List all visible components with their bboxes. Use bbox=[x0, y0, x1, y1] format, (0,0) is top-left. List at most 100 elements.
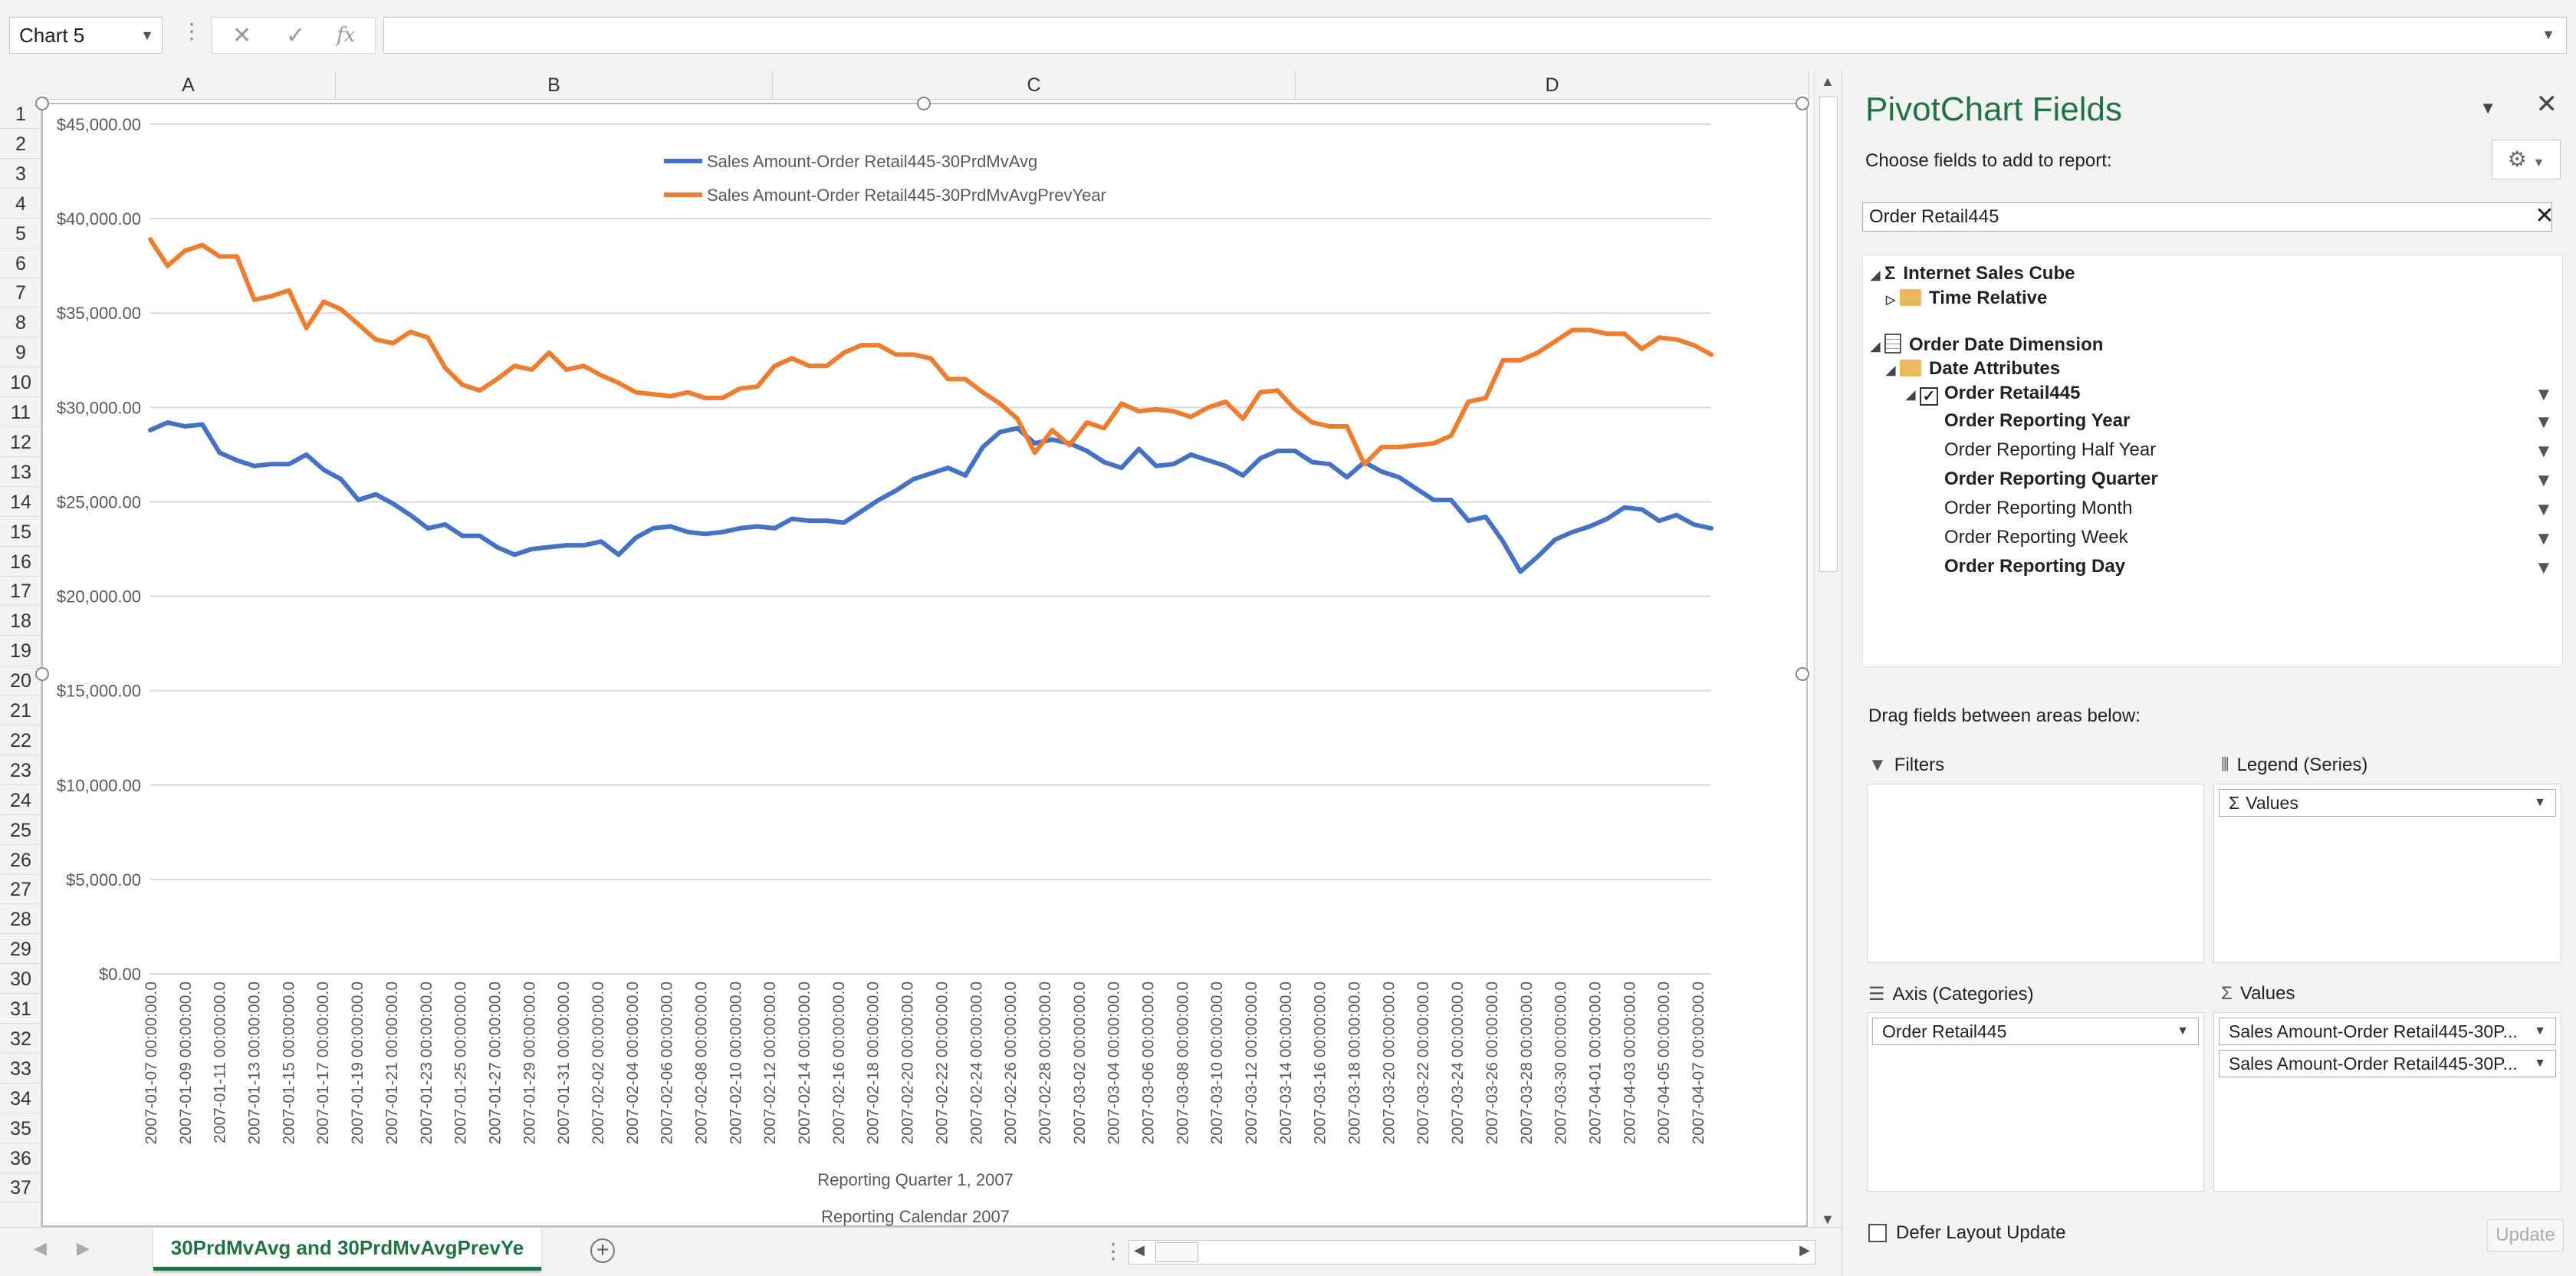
resize-handle-top[interactable] bbox=[917, 97, 931, 110]
pivot-chart[interactable]: $45,000.00 $40,000.00 $35,000.00 $30,000.00… bbox=[35, 97, 1809, 1227]
scroll-right-icon[interactable]: ▶ bbox=[1799, 1242, 1810, 1258]
row-header[interactable]: 10 bbox=[0, 368, 41, 398]
add-sheet-icon[interactable]: + bbox=[590, 1238, 615, 1263]
next-sheet-icon[interactable]: ▶ bbox=[77, 1238, 90, 1258]
row-header[interactable]: 4 bbox=[0, 189, 41, 219]
row-header[interactable]: 20 bbox=[0, 666, 41, 696]
row-header[interactable]: 28 bbox=[0, 905, 41, 935]
row-header[interactable]: 37 bbox=[0, 1173, 41, 1203]
tree-node-date-attributes[interactable]: ◢ Date Attributes bbox=[1886, 358, 2061, 379]
vertical-scrollbar[interactable]: ▲ ▼ bbox=[1814, 71, 1842, 1232]
row-header[interactable]: 31 bbox=[0, 995, 41, 1024]
name-box[interactable]: Chart 5 ▼ bbox=[9, 17, 163, 54]
chevron-down-icon[interactable]: ▼ bbox=[2534, 1024, 2546, 1038]
legend-area[interactable]: Σ Values ▼ bbox=[2213, 784, 2561, 963]
row-header[interactable]: 16 bbox=[0, 548, 41, 577]
hscroll-thumb[interactable] bbox=[1155, 1242, 1198, 1262]
row-header[interactable]: 25 bbox=[0, 816, 41, 845]
row-header[interactable]: 19 bbox=[0, 636, 41, 666]
collapse-icon[interactable]: ◢ bbox=[1906, 389, 1916, 402]
insert-function-icon[interactable]: fx bbox=[337, 24, 356, 47]
split-handle-icon[interactable]: ⋮ bbox=[1102, 1239, 1124, 1263]
row-header[interactable]: 35 bbox=[0, 1114, 41, 1143]
chevron-down-icon[interactable]: ▼ bbox=[2534, 796, 2546, 809]
update-button[interactable]: Update bbox=[2487, 1219, 2564, 1251]
row-header[interactable]: 1 bbox=[0, 100, 41, 129]
tree-node-time-relative[interactable]: ▷ Time Relative bbox=[1886, 288, 2048, 308]
row-header[interactable]: 23 bbox=[0, 756, 41, 785]
formula-input[interactable]: ▼ bbox=[383, 17, 2567, 54]
scroll-thumb[interactable] bbox=[1819, 97, 1838, 572]
row-header[interactable]: 8 bbox=[0, 308, 41, 338]
row-header[interactable]: 24 bbox=[0, 786, 41, 815]
resize-handle-top-right[interactable] bbox=[1796, 97, 1809, 110]
filter-icon[interactable]: ▼ bbox=[2535, 557, 2553, 578]
row-header[interactable]: 30 bbox=[0, 965, 41, 995]
collapse-icon[interactable]: ◢ bbox=[1886, 364, 1896, 377]
tree-node-order-date-dimension[interactable]: ◢ Order Date Dimension bbox=[1871, 334, 2104, 355]
tree-node-cube[interactable]: ◢ Σ Internet Sales Cube bbox=[1871, 263, 2075, 284]
row-header[interactable]: 9 bbox=[0, 338, 41, 368]
row-header[interactable]: 33 bbox=[0, 1054, 41, 1084]
row-header[interactable]: 29 bbox=[0, 935, 41, 965]
row-header[interactable]: 27 bbox=[0, 875, 41, 905]
column-header-a[interactable]: A bbox=[41, 71, 336, 100]
row-header[interactable]: 22 bbox=[0, 726, 41, 755]
scroll-down-icon[interactable]: ▼ bbox=[1821, 1212, 1835, 1227]
defer-layout-update[interactable]: Defer Layout Update bbox=[1868, 1222, 2065, 1244]
field-order-reporting-month[interactable]: Order Reporting Month bbox=[1944, 498, 2133, 518]
prev-sheet-icon[interactable]: ◀ bbox=[34, 1238, 47, 1258]
close-icon[interactable]: ✕ bbox=[2535, 90, 2558, 119]
horizontal-scrollbar[interactable]: ◀ ▶ bbox=[1129, 1240, 1815, 1264]
values-pill-2[interactable]: Sales Amount-Order Retail445-30P... ▼ bbox=[2219, 1050, 2556, 1077]
values-pill-1[interactable]: Sales Amount-Order Retail445-30P... ▼ bbox=[2219, 1018, 2556, 1045]
row-header[interactable]: 15 bbox=[0, 518, 41, 547]
sheet-tab-active[interactable]: 30PrdMvAvg and 30PrdMvAvgPrevYe bbox=[153, 1228, 541, 1271]
row-header[interactable]: 7 bbox=[0, 278, 41, 308]
filter-icon[interactable]: ▼ bbox=[2535, 384, 2553, 405]
row-header[interactable]: 34 bbox=[0, 1084, 41, 1113]
row-header[interactable]: 13 bbox=[0, 458, 41, 487]
row-header[interactable]: 3 bbox=[0, 160, 41, 189]
chevron-down-icon[interactable]: ▼ bbox=[140, 28, 154, 43]
collapse-icon[interactable]: ◢ bbox=[1871, 269, 1881, 282]
field-order-reporting-quarter[interactable]: Order Reporting Quarter bbox=[1944, 469, 2158, 489]
field-search-input[interactable]: Order Retail445 bbox=[1862, 202, 2552, 232]
scroll-up-icon[interactable]: ▲ bbox=[1821, 74, 1835, 89]
expand-icon[interactable]: ▷ bbox=[1886, 294, 1896, 307]
field-order-reporting-day[interactable]: Order Reporting Day bbox=[1944, 556, 2126, 577]
filter-icon[interactable]: ▼ bbox=[2535, 470, 2553, 491]
gear-icon[interactable]: ⚙ ▼ bbox=[2492, 140, 2561, 179]
row-header[interactable]: 5 bbox=[0, 219, 41, 248]
checkbox-checked-icon[interactable]: ✓ bbox=[1920, 387, 1938, 406]
row-header[interactable]: 6 bbox=[0, 249, 41, 278]
clear-search-icon[interactable]: ✕ bbox=[2535, 203, 2555, 229]
chevron-down-icon[interactable]: ▼ bbox=[2534, 1057, 2546, 1070]
row-header[interactable]: 17 bbox=[0, 577, 41, 607]
filter-icon[interactable]: ▼ bbox=[2535, 412, 2553, 432]
chevron-down-icon[interactable]: ▼ bbox=[2177, 1024, 2189, 1038]
column-header-d[interactable]: D bbox=[1296, 71, 1809, 100]
row-header[interactable]: 26 bbox=[0, 846, 41, 875]
row-header[interactable]: 12 bbox=[0, 428, 41, 457]
cancel-icon[interactable]: ✕ bbox=[232, 23, 252, 48]
column-header-c[interactable]: C bbox=[773, 71, 1296, 100]
row-header[interactable]: 32 bbox=[0, 1024, 41, 1054]
field-order-reporting-year[interactable]: Order Reporting Year bbox=[1944, 410, 2131, 431]
legend-values-pill[interactable]: Σ Values ▼ bbox=[2219, 789, 2556, 817]
row-header[interactable]: 14 bbox=[0, 488, 41, 517]
filter-icon[interactable]: ▼ bbox=[2535, 441, 2553, 462]
filters-area[interactable] bbox=[1867, 784, 2204, 963]
axis-order-retail445-pill[interactable]: Order Retail445 ▼ bbox=[1872, 1018, 2199, 1045]
enter-icon[interactable]: ✓ bbox=[286, 23, 306, 48]
resize-handle-left[interactable] bbox=[35, 667, 49, 681]
resize-handle-top-left[interactable] bbox=[35, 97, 49, 110]
scroll-left-icon[interactable]: ◀ bbox=[1134, 1242, 1145, 1258]
row-header[interactable]: 21 bbox=[0, 696, 41, 725]
field-order-reporting-week[interactable]: Order Reporting Week bbox=[1944, 527, 2128, 548]
collapse-icon[interactable]: ◢ bbox=[1871, 340, 1881, 354]
defer-checkbox[interactable] bbox=[1868, 1224, 1887, 1242]
values-area[interactable]: Sales Amount-Order Retail445-30P... ▼ Sal… bbox=[2213, 1012, 2561, 1192]
axis-area[interactable]: Order Retail445 ▼ bbox=[1867, 1012, 2204, 1192]
tree-node-order-retail445[interactable]: ◢ ✓ Order Retail445 bbox=[1906, 383, 2081, 406]
